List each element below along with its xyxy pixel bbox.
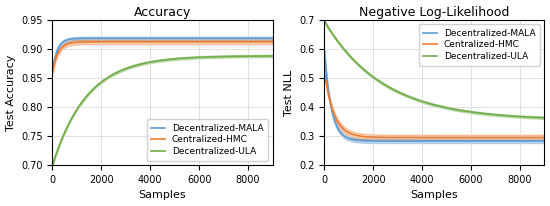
Centralized-HMC (451, 136, 458, 139)
Decentralized-ULA (541, 117, 548, 119)
Decentralized-ULA (321, 20, 328, 22)
Decentralized-MALA (179, 37, 185, 40)
Decentralized-MALA (218, 37, 225, 40)
Centralized-HMC (378, 136, 384, 139)
Centralized-HMC (106, 41, 112, 43)
Decentralized-ULA (421, 101, 427, 103)
Centralized-HMC (270, 41, 276, 43)
Centralized-HMC (487, 136, 493, 139)
Legend: Decentralized-MALA, Centralized-HMC, Decentralized-ULA: Decentralized-MALA, Centralized-HMC, Dec… (147, 119, 268, 161)
Decentralized-ULA (215, 55, 222, 58)
Decentralized-ULA (360, 68, 367, 70)
Centralized-HMC (421, 136, 427, 139)
Centralized-HMC (148, 41, 155, 43)
Decentralized-MALA (270, 37, 276, 40)
Centralized-HMC (321, 69, 328, 72)
Decentralized-MALA (215, 37, 222, 40)
Decentralized-MALA (106, 37, 112, 40)
Decentralized-ULA (378, 81, 384, 84)
Centralized-HMC (541, 136, 548, 139)
Decentralized-MALA (148, 37, 155, 40)
X-axis label: Samples: Samples (139, 190, 186, 200)
Centralized-HMC (215, 41, 222, 43)
Line: Decentralized-ULA: Decentralized-ULA (52, 56, 273, 165)
Decentralized-MALA (88, 37, 95, 40)
Line: Decentralized-MALA: Decentralized-MALA (324, 50, 544, 141)
Decentralized-MALA (49, 69, 56, 71)
Decentralized-MALA (541, 140, 548, 142)
Centralized-HMC (196, 41, 203, 43)
Decentralized-ULA (179, 57, 185, 60)
Decentralized-ULA (468, 111, 475, 113)
Decentralized-MALA (196, 37, 203, 40)
Line: Centralized-HMC: Centralized-HMC (324, 71, 544, 138)
Centralized-HMC (88, 41, 95, 43)
Line: Decentralized-ULA: Decentralized-ULA (324, 21, 544, 118)
Line: Centralized-HMC: Centralized-HMC (52, 42, 273, 72)
Line: Decentralized-MALA: Decentralized-MALA (52, 38, 273, 70)
Decentralized-MALA (360, 139, 367, 142)
Decentralized-ULA (451, 108, 458, 110)
Centralized-HMC (243, 41, 250, 43)
Decentralized-MALA (421, 140, 427, 142)
Title: Accuracy: Accuracy (134, 6, 191, 19)
Decentralized-ULA (270, 55, 276, 57)
Decentralized-MALA (451, 140, 458, 142)
X-axis label: Samples: Samples (411, 190, 458, 200)
Decentralized-ULA (49, 164, 56, 166)
Y-axis label: Test Accuracy: Test Accuracy (6, 54, 15, 131)
Centralized-HMC (179, 41, 185, 43)
Title: Negative Log-Likelihood: Negative Log-Likelihood (359, 6, 510, 19)
Decentralized-MALA (468, 140, 475, 142)
Decentralized-MALA (487, 140, 493, 142)
Decentralized-MALA (378, 140, 384, 142)
Decentralized-ULA (88, 90, 95, 92)
Centralized-HMC (49, 71, 56, 73)
Decentralized-ULA (106, 75, 112, 78)
Legend: Decentralized-MALA, Centralized-HMC, Decentralized-ULA: Decentralized-MALA, Centralized-HMC, Dec… (419, 24, 540, 66)
Centralized-HMC (468, 136, 475, 139)
Centralized-HMC (360, 135, 367, 138)
Y-axis label: Test NLL: Test NLL (284, 69, 294, 116)
Decentralized-MALA (321, 49, 328, 52)
Decentralized-ULA (487, 113, 493, 115)
Decentralized-ULA (148, 61, 155, 63)
Decentralized-ULA (196, 56, 203, 59)
